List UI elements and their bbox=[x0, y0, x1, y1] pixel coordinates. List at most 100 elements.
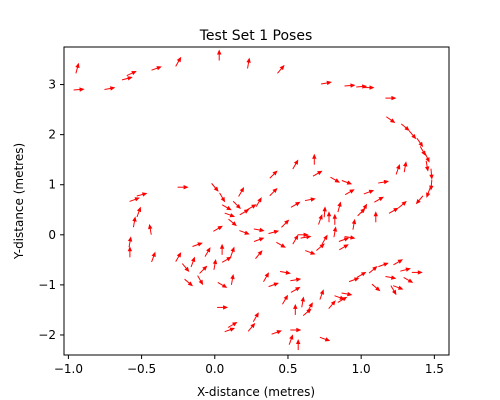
x-tick-label: 1.5 bbox=[425, 362, 444, 376]
pose-arrow bbox=[403, 161, 408, 173]
pose-arrow bbox=[337, 296, 348, 303]
pose-arrow bbox=[268, 229, 280, 235]
pose-arrow bbox=[127, 246, 133, 258]
pose-arrow bbox=[239, 209, 250, 216]
pose-arrow bbox=[319, 336, 331, 342]
pose-arrow bbox=[288, 334, 294, 345]
pose-arrow bbox=[322, 206, 327, 218]
pose-arrow bbox=[419, 146, 426, 156]
pose-arrow bbox=[73, 87, 85, 92]
pose-arrow bbox=[357, 208, 366, 217]
pose-arrow bbox=[224, 327, 236, 333]
pose-arrow bbox=[305, 250, 316, 255]
pose-arrow bbox=[217, 281, 228, 288]
pose-arrow bbox=[385, 275, 397, 280]
pose-arrow bbox=[338, 237, 350, 242]
pose-arrow bbox=[411, 270, 423, 275]
y-tick-label: 2 bbox=[48, 128, 56, 142]
pose-arrow bbox=[330, 176, 340, 183]
pose-arrow bbox=[190, 256, 196, 268]
pose-arrow bbox=[282, 294, 288, 305]
pose-arrow bbox=[263, 272, 269, 282]
pose-arrow bbox=[216, 49, 222, 61]
pose-arrow bbox=[297, 232, 309, 237]
pose-arrow bbox=[378, 179, 390, 185]
pose-arrow bbox=[247, 322, 256, 332]
pose-arrow bbox=[296, 339, 301, 350]
pose-arrows bbox=[73, 49, 434, 350]
x-tick-label: −1.0 bbox=[54, 362, 83, 376]
pose-arrow bbox=[429, 179, 434, 191]
pose-arrow bbox=[341, 291, 353, 297]
pose-arrow bbox=[320, 80, 332, 86]
pose-arrow bbox=[151, 66, 162, 71]
pose-arrow bbox=[386, 116, 396, 124]
pose-arrow bbox=[332, 226, 338, 238]
pose-arrow bbox=[290, 201, 301, 208]
pose-arrow bbox=[344, 235, 356, 240]
pose-arrow bbox=[344, 189, 355, 196]
pose-arrow bbox=[415, 195, 424, 205]
pose-arrow bbox=[217, 305, 229, 310]
pose-arrow bbox=[177, 185, 189, 190]
pose-arrow bbox=[403, 276, 414, 283]
pose-arrow bbox=[221, 256, 232, 263]
pose-arrow bbox=[276, 241, 286, 248]
pose-arrow bbox=[312, 153, 317, 165]
pose-arrow bbox=[292, 234, 299, 245]
pose-arrow bbox=[321, 234, 328, 245]
pose-arrow bbox=[400, 267, 411, 272]
pose-arrow bbox=[393, 259, 403, 266]
pose-arrow bbox=[204, 247, 211, 257]
pose-arrow bbox=[337, 201, 342, 213]
pose-arrow bbox=[371, 283, 381, 292]
pose-arrow bbox=[351, 218, 357, 230]
pose-arrow bbox=[363, 85, 375, 90]
pose-arrow bbox=[425, 160, 430, 172]
pose-arrow bbox=[326, 211, 332, 223]
y-tick-label: −1 bbox=[38, 278, 56, 292]
pose-arrow bbox=[269, 187, 278, 197]
pose-arrow bbox=[246, 57, 251, 69]
pose-arrow bbox=[253, 237, 265, 242]
pose-arrow bbox=[328, 300, 336, 310]
pose-arrow bbox=[300, 234, 312, 240]
pose-arrow bbox=[271, 330, 282, 335]
pose-arrow bbox=[221, 204, 232, 211]
pose-arrow bbox=[398, 200, 407, 209]
pose-arrow bbox=[148, 223, 153, 235]
pose-arrow bbox=[212, 258, 218, 270]
pose-arrow bbox=[255, 250, 263, 259]
pose-arrow bbox=[385, 95, 397, 101]
pose-arrow bbox=[129, 197, 140, 202]
pose-arrow bbox=[268, 282, 279, 288]
pose-arrow bbox=[378, 262, 389, 268]
pose-arrow bbox=[292, 159, 299, 170]
pose-arrow bbox=[253, 227, 265, 233]
x-axis-ticks: −1.0 −0.5 0.0 0.5 1.0 1.5 bbox=[54, 355, 444, 376]
pose-arrow bbox=[290, 277, 302, 282]
pose-arrow bbox=[224, 212, 236, 218]
pose-arrow bbox=[356, 271, 367, 278]
pose-arrow bbox=[318, 214, 323, 225]
pose-arrow bbox=[293, 303, 298, 315]
pose-arrow bbox=[426, 187, 431, 198]
pose-arrow bbox=[75, 62, 80, 74]
pose-arrow bbox=[227, 322, 238, 328]
pose-arrow bbox=[211, 183, 219, 192]
pose-arrow bbox=[228, 218, 237, 227]
pose-arrow bbox=[344, 83, 356, 88]
pose-arrow bbox=[184, 278, 193, 287]
pose-arrow bbox=[219, 243, 225, 255]
pose-arrow bbox=[281, 219, 290, 228]
chart-title: Test Set 1 Poses bbox=[199, 28, 313, 44]
pose-arrow bbox=[192, 242, 203, 247]
pose-arrow bbox=[429, 168, 434, 180]
pose-arrow bbox=[132, 216, 137, 228]
pose-arrow bbox=[104, 86, 116, 91]
pose-arrow bbox=[339, 244, 349, 251]
pose-arrow bbox=[255, 197, 262, 207]
pose-arrow bbox=[316, 243, 325, 251]
pose-arrow bbox=[363, 189, 375, 195]
